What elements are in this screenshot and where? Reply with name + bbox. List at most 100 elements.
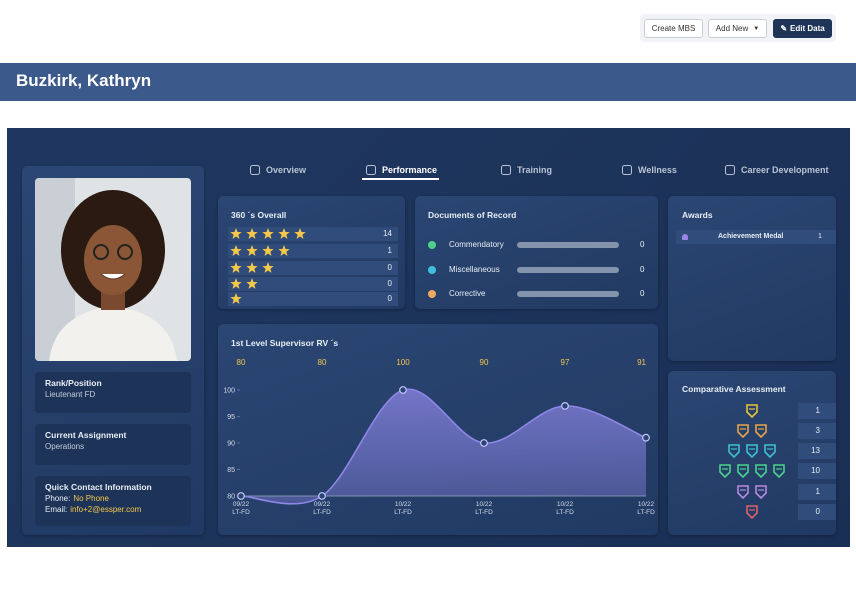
overall-title: 360 ´s Overall — [231, 210, 287, 220]
x-tick-label: 10/22 LT-FD — [394, 501, 412, 516]
point — [642, 433, 650, 442]
chart-title: 1st Level Supervisor RV ´s — [231, 338, 339, 348]
star — [278, 228, 290, 239]
comparative-count: 13 — [811, 446, 820, 455]
document-track — [517, 291, 619, 297]
add-new-label: Add New — [715, 24, 749, 33]
glasses — [117, 244, 133, 260]
point — [399, 386, 407, 394]
point — [318, 492, 326, 500]
email-label: Email: — [45, 505, 68, 514]
field-box — [35, 372, 191, 413]
edit-data-button[interactable]: ✎ Edit Data — [773, 19, 832, 38]
caret: ▼ — [753, 25, 760, 32]
phone-line: Phone: No Phone — [45, 494, 109, 503]
star — [230, 228, 242, 239]
comparative-count-bg — [798, 403, 836, 419]
tab[interactable]: Career Development — [741, 165, 829, 175]
tab[interactable]: Training — [517, 165, 553, 175]
tab-icon-shape — [366, 165, 376, 175]
y-tick-label: 100 — [223, 388, 235, 395]
email-value: info+2@essper.com — [70, 505, 142, 514]
x-tick-label: 10/22 LT-FD — [475, 501, 493, 516]
y-tick-label: 90 — [227, 441, 235, 448]
star — [230, 278, 242, 289]
tab[interactable]: Overview — [266, 165, 307, 175]
overall-count: 14 — [383, 229, 392, 238]
phone-label: Phone: — [45, 494, 71, 503]
comparative-count: 1 — [815, 406, 820, 415]
badge — [746, 404, 758, 418]
tab[interactable]: Performance — [382, 165, 438, 175]
document-dot — [428, 290, 436, 298]
comparative-count-bg — [798, 463, 836, 479]
badge — [737, 485, 749, 499]
star — [246, 262, 258, 273]
shirt — [49, 306, 177, 361]
contact-box — [35, 476, 191, 526]
edit-icon: ✎ — [780, 24, 788, 33]
award-count: 1 — [818, 233, 822, 240]
document-track — [517, 242, 619, 248]
x-tick-label: 09/22 LT-FD — [313, 501, 331, 516]
smile — [100, 273, 126, 280]
star — [246, 228, 258, 239]
tab-icon — [250, 165, 260, 175]
tab-icon-shape — [622, 165, 632, 175]
email-line: Email: info+2@essper.com — [45, 505, 141, 514]
area — [241, 389, 646, 504]
y-tick-label: 95 — [227, 414, 235, 421]
badge — [773, 464, 785, 478]
star-row — [230, 278, 258, 289]
glasses — [93, 244, 109, 260]
badge-row — [746, 404, 758, 418]
overall-count: 1 — [387, 246, 392, 255]
x-tick-label: 10/22 LT-FD — [637, 501, 655, 516]
star — [230, 293, 242, 304]
tab-icon — [366, 165, 376, 175]
header-title: Buzkirk, Kathryn — [16, 71, 152, 90]
badge — [755, 464, 767, 478]
document-count: 0 — [640, 289, 645, 298]
add-new-button[interactable]: Add New ▼ — [708, 19, 767, 38]
comparative-count-bg — [798, 443, 836, 459]
comparative-count-bg — [798, 504, 836, 520]
tab[interactable]: Wellness — [638, 165, 677, 175]
badge — [746, 444, 758, 458]
profile-photo — [35, 178, 191, 361]
star — [278, 245, 290, 256]
phone-value: No Phone — [73, 494, 109, 503]
documents-card — [415, 196, 658, 309]
x-tick-label: 09/22 LT-FD — [232, 501, 250, 516]
field-value: Operations — [45, 442, 85, 451]
x-tick-label: 10/22 LT-FD — [556, 501, 574, 516]
star — [246, 278, 258, 289]
badge-row — [746, 505, 758, 519]
badge — [755, 485, 767, 499]
award-name: Achievement Medal — [718, 233, 784, 240]
document-track — [517, 267, 619, 273]
badge — [737, 464, 749, 478]
star — [262, 262, 274, 273]
value-label: 80 — [318, 358, 327, 367]
create-mbs-button[interactable]: Create MBS — [644, 19, 703, 38]
point — [480, 439, 488, 447]
value-label: 100 — [396, 358, 410, 367]
value-label: 90 — [480, 358, 489, 367]
header-band — [0, 63, 856, 101]
tab-icon-shape — [501, 165, 511, 175]
comparative-count: 1 — [815, 487, 820, 496]
document-name: Miscellaneous — [449, 265, 500, 274]
comparative-count-bg — [798, 423, 836, 439]
comparative-count: 0 — [815, 507, 820, 516]
value-label: 80 — [237, 358, 246, 367]
tab-icon — [622, 165, 632, 175]
tab-icon-shape — [250, 165, 260, 175]
star — [230, 262, 242, 273]
line-chart: 80 85 90 95 100 80 80 100 90 97 91 — [223, 358, 650, 505]
overall-count: 0 — [387, 263, 392, 272]
field-label: Current Assignment — [45, 430, 127, 440]
point — [561, 401, 569, 410]
comparative-count: 3 — [815, 426, 820, 435]
